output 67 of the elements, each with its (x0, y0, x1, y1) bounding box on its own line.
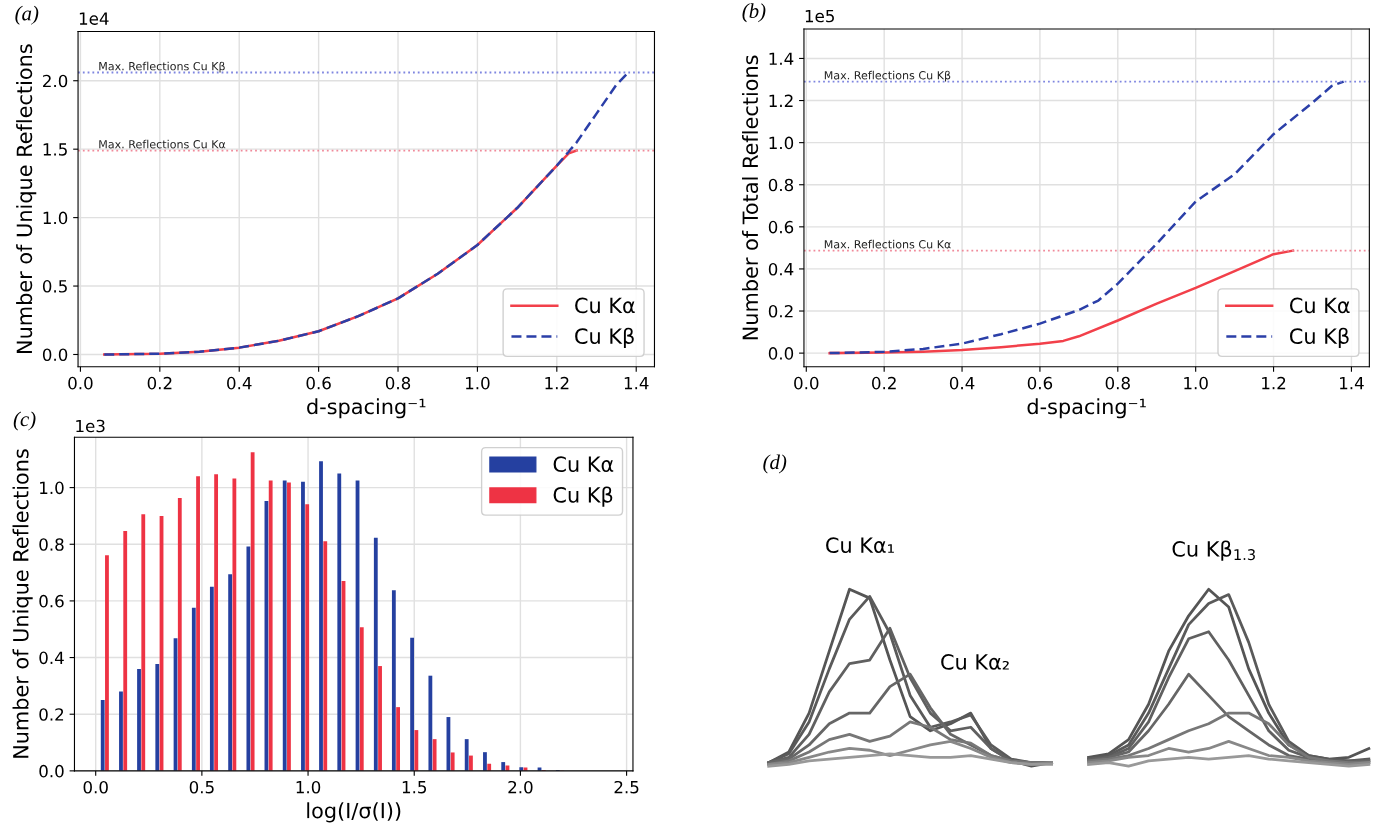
text: 1e3 (76, 419, 105, 433)
y-tick-label: 1.0 (40, 481, 64, 495)
y-tick-label: 0.5 (42, 280, 67, 293)
y-axis-title: Number of Unique Reflections (12, 449, 33, 758)
x-tick-label: 1.0 (1184, 376, 1208, 390)
x-tick-label: 1.0 (296, 780, 321, 794)
x-tick-label: 0.5 (189, 780, 214, 794)
x-tick-label: 0.2 (872, 376, 896, 390)
y-tick-label: 0.8 (39, 538, 64, 551)
ref-line-label: Max. Reflections Cu Kα (824, 239, 951, 249)
x-axis-title: d-spacing⁻¹ (1027, 398, 1146, 419)
y-tick-label: 0.4 (39, 651, 64, 665)
y-tick-label: 0.0 (768, 347, 794, 360)
x-tick-label: 0.8 (385, 376, 411, 390)
x-tick-label: 0.6 (306, 376, 331, 390)
x-tick-label: 0.6 (1027, 376, 1053, 390)
x-tick-label: 0.0 (794, 376, 819, 390)
text: Cu Kα₁ (826, 537, 894, 554)
annotation: Cu Kα₂ (941, 654, 1009, 670)
chart-title: (c) (13, 411, 36, 431)
x-tick-label: 1.0 (466, 376, 490, 390)
x-tick-label: 2.0 (508, 780, 533, 794)
x-tick-label: 1.2 (545, 376, 569, 390)
y-tick-label: 0.2 (39, 708, 64, 721)
x-tick-label: 0.4 (949, 376, 975, 390)
chart-title: (d) (763, 454, 787, 474)
y-tick-label: 1.2 (769, 94, 793, 107)
y-tick-label: 0.6 (768, 220, 794, 234)
ref-line-label: Max. Reflections Cu Kβ (99, 61, 225, 73)
x-axis-title: d-spacing⁻¹ (307, 398, 426, 419)
legend-label: Cu Kα (575, 297, 635, 314)
legend-label: Cu Kα (553, 456, 614, 473)
legend-label: Cu Kβ (1290, 327, 1349, 349)
text: 1e4 (79, 12, 109, 25)
y-axis-title: Number of Unique Reflections (16, 44, 37, 353)
y-tick-label: 1.5 (43, 143, 67, 156)
x-tick-label: 0.2 (147, 376, 172, 390)
legend-label: Cu Kα (1290, 297, 1350, 314)
legend-label: Cu Kβ (575, 327, 634, 349)
x-tick-label: 1.2 (1262, 376, 1286, 390)
y-tick-label: 0.2 (768, 304, 793, 318)
x-tick-label: 1.4 (624, 377, 649, 390)
y-tick-label: 1.0 (769, 136, 794, 150)
y-axis-title: Number of Total Reflections (742, 55, 759, 340)
y-tick-label: 2.0 (43, 74, 68, 88)
x-tick-label: 0.0 (83, 780, 108, 794)
y-tick-label: 0.4 (768, 262, 794, 276)
y-tick-label: 0.0 (39, 764, 64, 778)
x-tick-label: 2.5 (614, 780, 639, 794)
y-tick-label: 0.0 (42, 348, 68, 362)
y-tick-label: 1.0 (43, 211, 68, 225)
x-tick-label: 0.4 (227, 376, 252, 390)
text: 1e5 (805, 9, 834, 23)
chart-title: (a) (15, 5, 39, 25)
ref-line-label: Max. Reflections Cu Kβ (824, 70, 951, 82)
y-tick-label: 0.6 (39, 594, 64, 608)
x-tick-label: 1.5 (402, 781, 427, 794)
x-axis-title: log(I/σ(I)) (307, 802, 401, 823)
x-tick-label: 0.8 (1105, 376, 1130, 390)
legend-label: Cu Kβ (553, 486, 613, 507)
x-tick-label: 1.4 (1340, 377, 1364, 390)
ref-line-label: Max. Reflections Cu Kα (99, 139, 226, 149)
y-tick-label: 0.8 (768, 178, 794, 192)
text: Cu Kβ$_{1.3}$ (1172, 540, 1255, 561)
chart-title: (b) (742, 3, 766, 23)
y-tick-label: 1.4 (769, 52, 794, 65)
x-tick-label: 0.0 (68, 376, 93, 390)
